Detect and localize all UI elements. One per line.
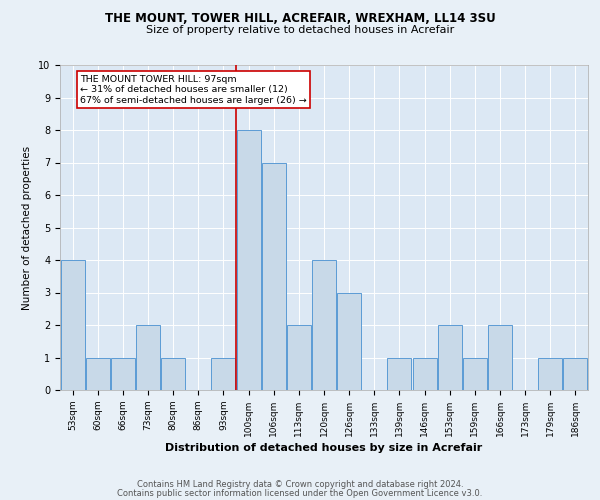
Bar (136, 325, 160, 390)
Text: THE MOUNT, TOWER HILL, ACREFAIR, WREXHAM, LL14 3SU: THE MOUNT, TOWER HILL, ACREFAIR, WREXHAM… (104, 12, 496, 26)
Bar (312, 260, 336, 390)
Bar (413, 358, 437, 390)
Bar (111, 358, 135, 390)
Bar (262, 162, 286, 390)
Bar (463, 358, 487, 390)
Bar (61, 260, 85, 390)
Text: Contains HM Land Registry data © Crown copyright and database right 2024.: Contains HM Land Registry data © Crown c… (137, 480, 463, 489)
Bar (337, 292, 361, 390)
Y-axis label: Number of detached properties: Number of detached properties (22, 146, 32, 310)
Bar (538, 358, 562, 390)
Text: THE MOUNT TOWER HILL: 97sqm
← 31% of detached houses are smaller (12)
67% of sem: THE MOUNT TOWER HILL: 97sqm ← 31% of det… (80, 74, 307, 104)
Bar (563, 358, 587, 390)
Bar (287, 325, 311, 390)
Text: Size of property relative to detached houses in Acrefair: Size of property relative to detached ho… (146, 25, 454, 35)
Bar (161, 358, 185, 390)
Bar (236, 130, 260, 390)
Bar (86, 358, 110, 390)
Text: Contains public sector information licensed under the Open Government Licence v3: Contains public sector information licen… (118, 489, 482, 498)
X-axis label: Distribution of detached houses by size in Acrefair: Distribution of detached houses by size … (166, 443, 482, 453)
Bar (211, 358, 235, 390)
Bar (488, 325, 512, 390)
Bar (388, 358, 412, 390)
Bar (438, 325, 461, 390)
